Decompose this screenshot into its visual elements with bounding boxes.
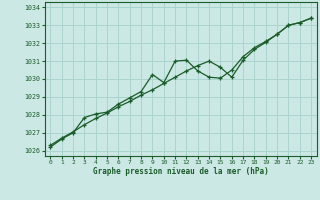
X-axis label: Graphe pression niveau de la mer (hPa): Graphe pression niveau de la mer (hPa)	[93, 167, 269, 176]
